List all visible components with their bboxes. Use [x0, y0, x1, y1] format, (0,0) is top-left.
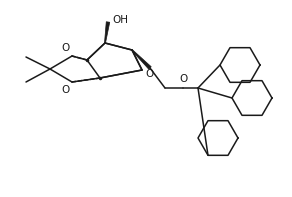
Text: O: O	[62, 85, 70, 95]
Polygon shape	[105, 22, 110, 43]
Text: OH: OH	[112, 15, 128, 25]
Polygon shape	[132, 50, 151, 69]
Text: O: O	[62, 43, 70, 53]
Text: O: O	[179, 74, 187, 84]
Text: O: O	[145, 69, 153, 79]
